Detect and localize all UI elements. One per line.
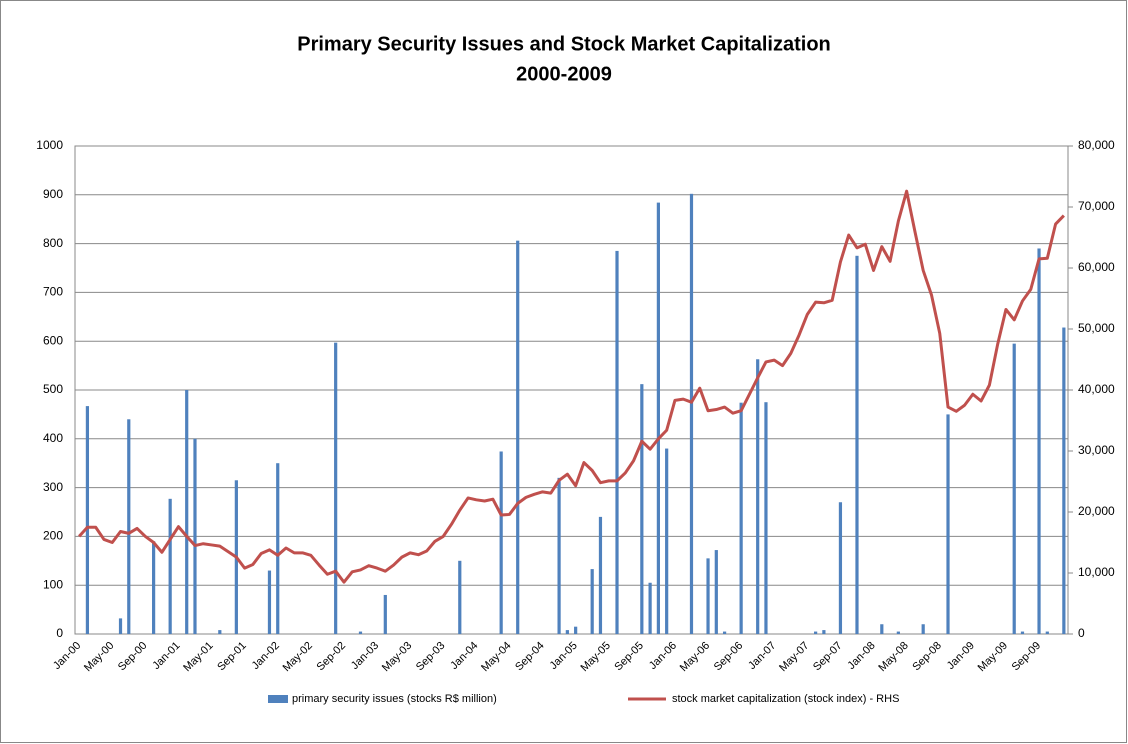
bar [334, 342, 338, 634]
y-tick-label: 0 [56, 626, 63, 640]
bar [1045, 631, 1049, 634]
y2-tick-label: 50,000 [1078, 321, 1115, 335]
y-tick-label: 700 [43, 285, 63, 299]
legend-label: primary security issues (stocks R$ milli… [292, 693, 497, 705]
bar [880, 624, 884, 634]
bar [714, 550, 718, 634]
bar [516, 240, 520, 634]
bar [896, 631, 900, 634]
y-tick-label: 600 [43, 333, 63, 347]
bar [152, 541, 156, 634]
bar [1062, 327, 1066, 634]
chart-subtitle: 2000-2009 [516, 63, 612, 85]
y-tick-label: 200 [43, 529, 63, 543]
bar [648, 582, 652, 634]
chart-title: Primary Security Issues and Stock Market… [297, 33, 831, 55]
line [78, 189, 1065, 584]
y2-tick-label: 80,000 [1078, 138, 1115, 152]
bar [689, 193, 694, 634]
bar [921, 624, 925, 634]
y-tick-label: 900 [43, 187, 63, 201]
bar [665, 448, 669, 634]
bar [383, 594, 387, 634]
bar [574, 626, 578, 634]
y-tick-label: 300 [43, 480, 63, 494]
bar [598, 516, 603, 634]
bar [590, 569, 594, 634]
bar [185, 390, 189, 634]
bar [218, 630, 222, 634]
y2-tick-label: 0 [1078, 626, 1085, 640]
bar [458, 560, 462, 634]
bar [822, 630, 826, 634]
bar [193, 438, 197, 634]
y-tick-label: 1000 [36, 138, 63, 152]
bar [739, 402, 743, 634]
bar [565, 630, 569, 634]
y2-tick-label: 70,000 [1078, 199, 1115, 213]
bar [838, 502, 843, 634]
y2-tick-label: 40,000 [1078, 382, 1115, 396]
bar [85, 406, 90, 634]
bar [276, 463, 280, 634]
plot-frame [74, 145, 1069, 635]
bar [656, 202, 660, 634]
bar [615, 250, 619, 635]
legend-label: stock market capitalization (stock index… [672, 693, 899, 705]
bar [267, 570, 272, 634]
bar [814, 631, 818, 634]
legend-swatch [268, 695, 288, 703]
bar [756, 359, 760, 634]
bar [118, 618, 123, 634]
y2-tick-label: 60,000 [1078, 260, 1115, 274]
y2-tick-label: 20,000 [1078, 504, 1115, 518]
y-tick-label: 400 [43, 431, 63, 445]
y2-tick-label: 10,000 [1078, 565, 1115, 579]
bar [706, 558, 710, 634]
bar [499, 451, 503, 634]
y2-tick-label: 30,000 [1078, 443, 1115, 457]
bar [168, 498, 172, 634]
bar [855, 255, 859, 635]
bar [946, 414, 950, 634]
y-tick-label: 500 [43, 382, 63, 396]
y-tick-label: 100 [43, 577, 63, 591]
bar [1037, 248, 1041, 635]
bar [358, 631, 363, 634]
bar [127, 419, 131, 634]
bar [1020, 631, 1025, 634]
bar [640, 384, 644, 634]
bar [764, 402, 768, 634]
y-tick-label: 800 [43, 236, 63, 250]
bar [722, 631, 727, 634]
bar [1012, 343, 1016, 634]
bar [557, 477, 561, 634]
